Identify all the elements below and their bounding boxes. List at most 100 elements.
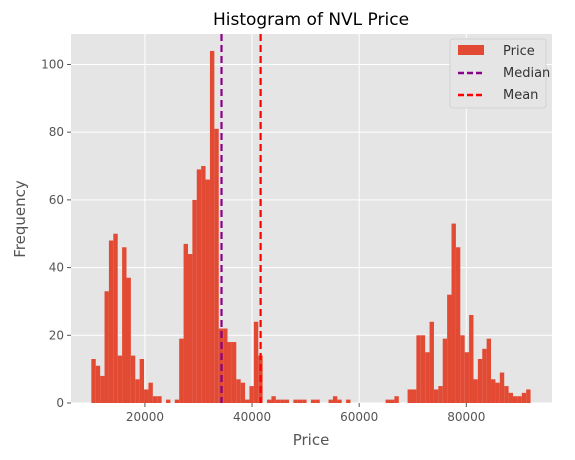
histogram-bar — [438, 386, 443, 403]
histogram-bar — [157, 396, 162, 403]
y-axis-ticks: 0 20 40 60 80 100 — [41, 57, 71, 410]
histogram-bar — [420, 335, 426, 403]
histogram-bar — [346, 399, 351, 403]
histogram-bar — [407, 389, 412, 403]
histogram-bar — [310, 399, 316, 403]
histogram-bar — [482, 348, 487, 403]
histogram-bar — [280, 399, 285, 403]
histogram-bar — [433, 389, 439, 403]
histogram-bar — [135, 379, 140, 403]
reference-lines — [220, 34, 262, 403]
histogram-bar — [100, 375, 105, 403]
histogram-bar — [95, 365, 101, 403]
histogram-bar — [328, 399, 333, 403]
y-tick-label: 100 — [41, 57, 64, 71]
histogram-bar — [455, 247, 461, 403]
histogram-bar — [429, 321, 434, 403]
histogram-bar — [451, 223, 456, 403]
histogram-bar — [201, 166, 206, 403]
histogram-bar — [117, 355, 123, 403]
histogram-bar — [464, 352, 470, 403]
histogram-bar — [315, 399, 320, 403]
histogram-bar — [227, 342, 232, 403]
histogram-bar — [166, 399, 171, 403]
histogram-bar — [508, 392, 514, 403]
histogram-bar — [477, 358, 483, 403]
histogram-bar — [214, 128, 219, 403]
x-tick-label: 80000 — [447, 410, 485, 424]
histogram-bar — [231, 342, 237, 403]
histogram-bar — [416, 335, 421, 403]
histogram-bar — [122, 247, 127, 403]
histogram-bar — [91, 358, 96, 403]
histogram-bar — [253, 321, 259, 403]
histogram-bar — [113, 233, 118, 403]
histogram-bar — [192, 199, 197, 403]
histogram-bar — [179, 338, 184, 403]
histogram-bar — [183, 243, 188, 403]
histogram-bar — [390, 399, 395, 403]
histogram-bar — [491, 379, 496, 403]
x-axis-label: Price — [293, 431, 330, 449]
histogram-bar — [205, 179, 210, 403]
y-tick-label: 60 — [49, 193, 64, 207]
y-tick-label: 0 — [56, 396, 64, 410]
histogram-bar — [473, 379, 478, 403]
y-tick-label: 20 — [49, 328, 64, 342]
histogram-bar — [187, 254, 193, 403]
histogram-bar — [240, 382, 246, 403]
histogram-bar — [447, 294, 452, 403]
x-tick-label: 40000 — [233, 410, 271, 424]
histogram-bar — [513, 396, 518, 403]
legend: Price Median Mean — [449, 38, 550, 109]
y-tick-label: 80 — [49, 125, 64, 139]
histogram-bar — [293, 399, 298, 403]
histogram-bar — [174, 399, 180, 403]
histogram-bar — [504, 386, 509, 403]
x-tick-label: 60000 — [340, 410, 378, 424]
histogram-bar — [394, 396, 399, 403]
legend-swatch-price — [458, 45, 484, 55]
histogram-bars — [91, 50, 531, 403]
histogram-bar — [245, 399, 250, 403]
histogram-bar — [332, 396, 338, 403]
histogram-bar — [425, 352, 430, 403]
y-tick-label: 40 — [49, 261, 64, 275]
histogram-bar — [521, 392, 527, 403]
histogram-bar — [411, 389, 417, 403]
histogram-bar — [486, 338, 492, 403]
histogram-bar — [130, 355, 136, 403]
histogram-bar — [469, 314, 474, 403]
histogram-bar — [284, 399, 290, 403]
histogram-bar — [297, 399, 303, 403]
histogram-bar — [275, 399, 281, 403]
histogram-bar — [249, 386, 254, 403]
histogram-bar — [209, 50, 215, 403]
histogram-bar — [148, 382, 153, 403]
legend-label-mean: Mean — [503, 88, 538, 103]
histogram-bar — [526, 389, 531, 403]
legend-label-price: Price — [503, 44, 535, 59]
legend-label-median: Median — [503, 66, 550, 81]
histogram-bar — [517, 396, 522, 403]
chart-title: Histogram of NVL Price — [213, 10, 409, 30]
histogram-bar — [236, 379, 241, 403]
histogram-bar — [139, 358, 145, 403]
histogram-bar — [495, 382, 500, 403]
histogram-bar — [223, 328, 228, 403]
histogram-bar — [104, 291, 109, 403]
x-axis-ticks: 20000 40000 60000 80000 — [126, 403, 485, 424]
histogram-bar — [302, 399, 307, 403]
histogram-bar — [271, 396, 276, 403]
histogram-bar — [144, 389, 149, 403]
histogram-bar — [267, 399, 272, 403]
histogram-bar — [152, 396, 158, 403]
histogram-bar — [196, 169, 202, 403]
histogram-bar — [337, 399, 342, 403]
x-tick-label: 20000 — [126, 410, 164, 424]
histogram-bar — [385, 399, 391, 403]
histogram-bar — [499, 372, 505, 403]
histogram-bar — [460, 335, 465, 403]
histogram-bar — [108, 240, 114, 403]
